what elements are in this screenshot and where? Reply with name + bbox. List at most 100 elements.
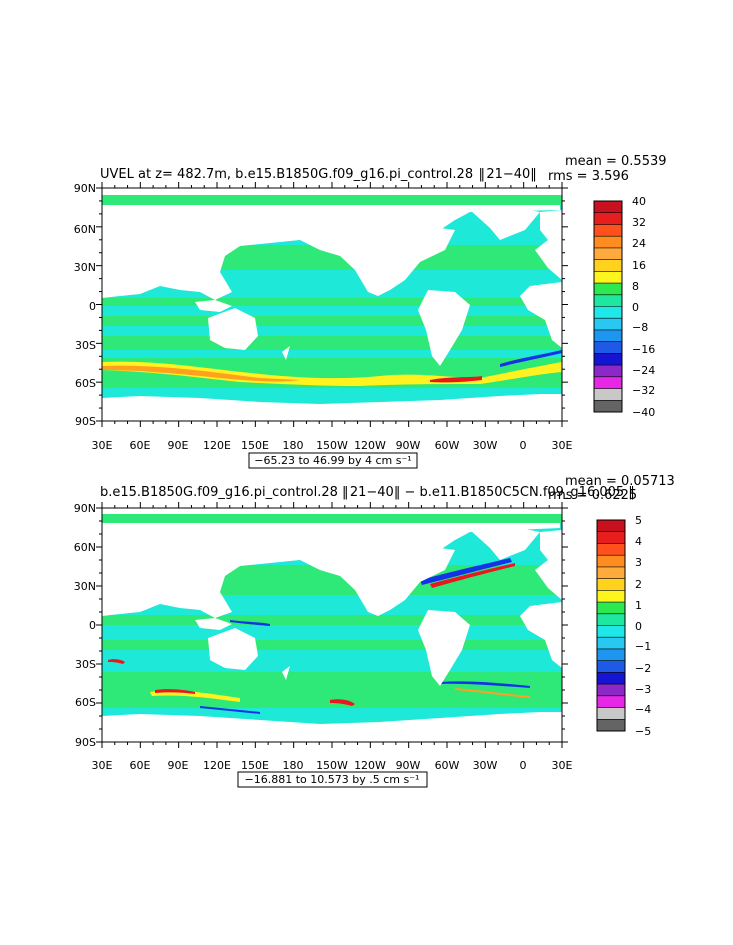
colorbar-segment [594,259,622,272]
lon-label: 120E [203,439,231,452]
gulf-stream-blue [420,558,512,585]
acc-blue-streak-2 [440,681,530,688]
lon-label: 150W [316,439,348,452]
lon-label: 60W [435,759,460,772]
south-equatorial-band [102,640,562,650]
lon-label: 0 [520,439,527,452]
panel-2-rms: rms = 0.6225 [548,488,637,503]
lon-label: 120E [203,759,231,772]
colorbar-label: −4 [635,703,651,716]
colorbar-segment [594,212,622,225]
panel-2-lon-labels: 30E 60E 90E 120E 150E 180 150W 120W 90W … [92,759,573,772]
colorbar-segment [597,543,625,556]
lon-label: 60E [130,439,151,452]
gulf-stream-red [430,563,515,588]
acc-orange-band [102,365,300,382]
equatorial-band [102,298,562,306]
colorbar-segment [597,695,625,708]
colorbar-segment [594,365,622,378]
panel-2-frame [96,502,568,748]
colorbar-segment [597,719,625,732]
lon-label: 150E [241,439,269,452]
lat-label: 60N [74,223,96,236]
colorbar-label: −24 [632,364,655,377]
panel-2: b.e15.B1850G.f09_g16.pi_control.28 ‖ 21−… [74,474,675,788]
colorbar-segment [594,236,622,249]
colorbar-segment [594,376,622,389]
lat-label: 0 [89,300,96,313]
colorbar-segment [594,400,622,413]
panel-1: UVEL at z= 482.7m, b.e15.B1850G.f09_g16.… [74,154,667,469]
acc-blue-streak [500,350,562,367]
lon-label: 0 [520,759,527,772]
land-masses [102,188,562,421]
colorbar-segment [597,590,625,603]
lon-label: 30W [473,439,498,452]
colorbar-segment [594,318,622,331]
lon-label: 120W [354,759,386,772]
panel-1-range-box: −65.23 to 46.99 by 4 cm s⁻¹ [248,452,418,469]
colorbar-segment [594,353,622,366]
colorbar-label: −5 [635,725,651,738]
colorbar-label: 4 [635,535,642,548]
subtropical-band [102,336,562,350]
colorbar-label: 3 [635,556,642,569]
colorbar-label: 1 [635,599,642,612]
colorbar-segment [597,648,625,661]
panel-1-lon-labels: 30E 60E 90E 120E 150E 180 150W 120W 90W … [92,439,573,452]
lon-label: 30E [92,759,113,772]
colorbar-segment [597,602,625,615]
lat-label: 90N [74,182,96,195]
colorbar-label: −2 [635,662,651,675]
equatorial-band [102,615,562,625]
colorbar-segment [597,684,625,697]
colorbar-segment [597,555,625,568]
colorbar-segment [594,271,622,284]
panel-2-title: b.e15.B1850G.f09_g16.pi_control.28 ‖ 21−… [100,485,635,500]
colorbar-segment [597,578,625,591]
colorbar-label: −16 [632,343,655,356]
colorbar-label: 32 [632,216,646,229]
lat-label: 90S [75,736,96,749]
lon-label: 90E [168,439,189,452]
panel-2-colorbar: 5 4 3 2 1 0 −1 −2 −3 −4 −5 [596,514,651,738]
lat-label: 30S [75,658,96,671]
lon-label: 90E [168,759,189,772]
lon-label: 30E [92,439,113,452]
colorbar-segment [594,329,622,342]
acc-orange-streak [455,688,530,698]
colorbar-segment [594,306,622,319]
lon-label: 180 [283,439,304,452]
panel-1-mean: mean = 0.5539 [565,154,667,169]
panel-1-title: UVEL at z= 482.7m, b.e15.B1850G.f09_g16.… [100,167,537,182]
colorbar-label: 24 [632,237,646,250]
lon-label: 120W [354,439,386,452]
colorbar-segment [597,637,625,650]
lat-label: 60S [75,377,96,390]
drake-red-band [430,376,482,383]
colorbar-segment [594,224,622,237]
panel-1-colorbar: 40 32 24 16 8 0 −8 −16 −24 −32 −40 [593,195,655,419]
colorbar-label: −3 [635,683,651,696]
colorbar-label: 2 [635,578,642,591]
panel-1-lat-labels: 90N 60N 30N 0 30S 60S 90S [74,182,96,428]
colorbar-segment [597,625,625,638]
colorbar-segment [594,341,622,354]
panel-1-rms: rms = 3.596 [548,169,629,184]
panel-2-range-box: −16.881 to 10.573 by .5 cm s⁻¹ [237,771,428,788]
colorbar-segment [594,247,622,260]
colorbar-label: 40 [632,195,646,208]
land-masses [102,508,562,742]
lon-label: 30E [552,439,573,452]
colorbar-label: 8 [632,280,639,293]
colorbar-segment [597,660,625,673]
panel-1-range-label: −65.23 to 46.99 by 4 cm s⁻¹ [254,454,411,467]
panel-1-frame [96,182,568,427]
south-equatorial-band [102,316,562,326]
colorbar-segment [597,707,625,720]
lat-label: 90S [75,415,96,428]
lat-label: 60N [74,541,96,554]
indian-red-spot [108,659,125,664]
colorbar-segment [594,388,622,401]
